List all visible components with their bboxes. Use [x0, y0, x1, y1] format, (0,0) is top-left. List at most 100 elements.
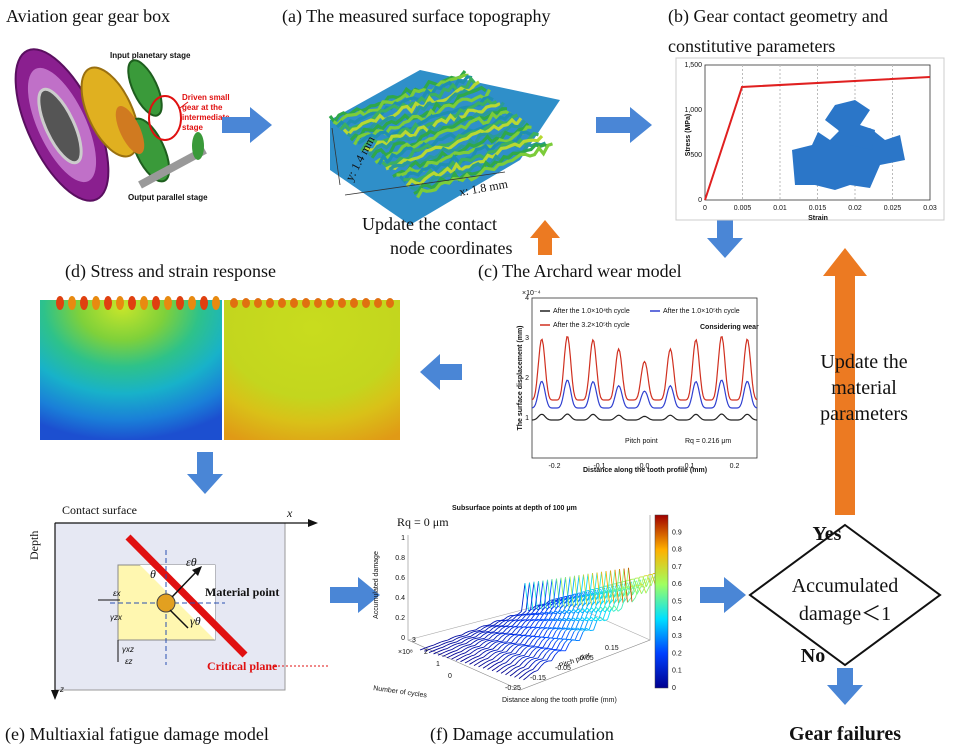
mesh-line — [499, 622, 503, 625]
mesh-line — [502, 634, 506, 636]
label: εθ — [186, 555, 197, 569]
mesh-line — [473, 647, 477, 648]
mesh-line — [469, 648, 473, 650]
contact-spot — [338, 298, 346, 308]
contact-spot — [68, 296, 76, 310]
mesh-line — [446, 653, 450, 655]
mesh-line — [566, 644, 570, 651]
label: γθ — [190, 614, 201, 628]
mesh-line — [480, 626, 484, 628]
mesh-line — [445, 640, 449, 641]
mesh-line — [541, 648, 545, 649]
mesh-line — [508, 629, 512, 633]
mesh-line — [486, 639, 490, 640]
mesh-line — [539, 630, 543, 636]
mesh-line — [526, 630, 530, 635]
mesh-line — [489, 659, 493, 660]
mesh-line — [439, 644, 443, 646]
mesh-line — [510, 645, 514, 648]
label: Pitch point — [625, 438, 658, 445]
mesh-line — [484, 654, 488, 657]
mesh-line — [531, 659, 535, 660]
mesh-line — [482, 649, 486, 650]
mesh-line — [546, 650, 550, 654]
label: 0.2 — [672, 650, 682, 657]
contact-spot — [128, 296, 136, 310]
mesh-line — [487, 625, 491, 626]
mesh-line — [507, 638, 511, 642]
mesh-line — [448, 638, 452, 640]
mesh-line — [545, 649, 549, 650]
mesh-line — [481, 660, 485, 662]
mesh-line — [494, 621, 498, 623]
label: 0.5 — [672, 599, 682, 606]
mesh-line — [450, 643, 454, 644]
mesh-line — [466, 641, 470, 644]
mesh-line — [632, 597, 636, 602]
mesh-line — [488, 655, 492, 658]
label: 0 — [401, 635, 405, 642]
mesh-line — [480, 643, 484, 646]
mesh-line — [503, 637, 507, 641]
mesh-line — [449, 641, 453, 642]
mesh-line — [534, 671, 538, 672]
mesh-line — [484, 626, 488, 628]
mesh-line — [490, 649, 494, 650]
mesh-line — [477, 648, 481, 649]
mesh-line — [452, 637, 456, 639]
label: Distance along the tooth profile (mm) — [583, 467, 707, 474]
mesh-line — [445, 651, 449, 652]
mesh-line — [499, 664, 503, 666]
label: parameters — [820, 403, 908, 425]
contact-spot — [242, 298, 250, 308]
mesh-line — [571, 632, 575, 640]
mesh-line — [465, 639, 469, 641]
mesh-line — [493, 656, 497, 659]
mesh-line — [456, 646, 460, 648]
label: No — [801, 645, 825, 667]
contact-spot — [278, 298, 286, 308]
mesh-line — [540, 621, 544, 627]
mesh-line — [539, 641, 543, 647]
mesh-line — [501, 644, 505, 647]
mesh-line — [529, 651, 533, 656]
mesh-line — [523, 646, 527, 647]
mesh-line — [532, 647, 536, 648]
mesh-line — [493, 646, 497, 650]
mesh-line — [527, 646, 531, 647]
contact-spot — [212, 296, 220, 310]
mesh-line — [531, 672, 535, 674]
label: x — [286, 506, 293, 520]
mesh-line — [525, 639, 529, 644]
mesh-line — [534, 640, 538, 646]
mesh-line — [525, 651, 529, 656]
mesh-line — [484, 644, 488, 647]
mesh-line — [463, 644, 467, 645]
mesh-line — [444, 648, 448, 649]
mesh-line — [497, 670, 501, 672]
mesh-line — [513, 655, 517, 656]
mesh-line — [456, 659, 460, 661]
mesh-line — [482, 631, 486, 632]
mesh-line — [558, 621, 562, 628]
label: 3 — [525, 335, 529, 342]
mesh-line — [503, 652, 507, 653]
mesh-line — [485, 648, 489, 649]
mesh-line — [507, 664, 511, 665]
mesh-line — [530, 640, 534, 645]
label: ×10⁸ — [398, 649, 413, 656]
mesh-line — [517, 655, 521, 656]
mesh-line — [553, 621, 557, 628]
mesh-line — [470, 632, 474, 634]
label: 0.9 — [672, 529, 682, 536]
mesh-line — [484, 633, 488, 635]
mesh-line — [440, 647, 444, 648]
mesh-line — [436, 648, 440, 649]
mesh-line — [442, 643, 446, 645]
mesh-line — [536, 647, 540, 648]
label: stage — [182, 123, 203, 132]
contact-spot — [80, 296, 88, 310]
mesh-line — [502, 658, 506, 661]
mesh-line — [530, 669, 534, 670]
contact-spot — [116, 296, 124, 310]
